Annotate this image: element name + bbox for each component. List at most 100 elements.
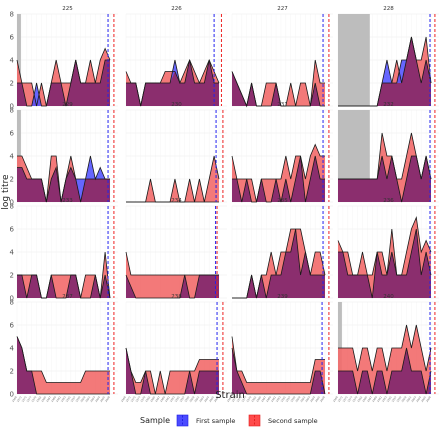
- x-tick-label: 1979: [245, 395, 252, 403]
- panel-strip-label: 226: [171, 6, 182, 12]
- first-sample-line: [17, 274, 111, 299]
- panel-240: 2401968197219751977197919821985198719891…: [332, 294, 439, 403]
- panel-strip-label: 227: [277, 6, 288, 12]
- shade-region: [17, 14, 21, 106]
- y-tick-label: 4: [10, 56, 15, 64]
- x-tick-label: 2004: [309, 395, 316, 403]
- x-tick-label: 1987: [366, 395, 373, 403]
- x-tick-label: 1995: [65, 395, 72, 403]
- x-tick-label: 1972: [16, 395, 23, 403]
- first-sample-line: [125, 347, 219, 395]
- panel-strip-label: 239: [277, 294, 288, 300]
- x-tick-label: 1992: [55, 395, 62, 403]
- second-sample-line: [338, 324, 432, 372]
- x-tick-label: 1997: [178, 395, 185, 403]
- x-tick-label: 1979: [30, 395, 37, 403]
- overlap-area: [232, 229, 325, 298]
- x-tick-label: 1999: [395, 395, 402, 403]
- x-tick-label: 1989: [265, 395, 272, 403]
- x-tick-label: 1975: [130, 395, 137, 403]
- panel-229: 229 0 2 4 6 8: [10, 102, 118, 206]
- y-tick-label: 2: [10, 271, 14, 279]
- second-sample-area: [232, 60, 325, 106]
- second-sample-area: [232, 336, 325, 394]
- y-tick-label: 4: [10, 152, 15, 160]
- x-tick-label: 2008: [213, 395, 220, 403]
- x-tick-label: 1993: [381, 395, 388, 403]
- x-tick-label: 1985: [361, 395, 368, 403]
- x-tick-label: 1992: [270, 395, 277, 403]
- panel-238: 2381968197219751977197919821985198719891…: [120, 294, 227, 403]
- x-tick-label: 1993: [169, 395, 176, 403]
- x-tick-label: 1968: [226, 395, 233, 403]
- first-sample-line: [17, 59, 110, 107]
- second-sample-line: [125, 347, 219, 395]
- panel-strip-label: 237: [62, 294, 73, 300]
- x-tick-label: 1985: [255, 395, 262, 403]
- second-sample-line: [16, 47, 111, 107]
- x-tick-label: 2004: [415, 395, 422, 403]
- x-tick-label: 1995: [386, 395, 393, 403]
- panel-strip-label: 231: [277, 102, 288, 108]
- x-axis-title: Strain: [215, 390, 245, 401]
- x-tick-label: 2002: [193, 395, 200, 403]
- panel-228: 228: [337, 6, 439, 107]
- first-sample-line: [232, 228, 325, 299]
- first-sample-line: [125, 274, 219, 299]
- panel-230: 230: [125, 102, 227, 203]
- first-sample-line: [338, 36, 432, 107]
- panel-227: 227: [231, 6, 333, 108]
- y-tick-label: 6: [10, 33, 15, 41]
- x-tick-label: 1975: [21, 395, 28, 403]
- panel-strip-label: 232: [383, 102, 394, 108]
- y-tick-label: 0: [10, 390, 14, 398]
- x-tick-label: 2004: [94, 395, 101, 403]
- x-tick-label: 2000: [79, 395, 86, 403]
- panel-233: 233 0 2 4 6 8: [10, 198, 118, 302]
- x-tick-label: 1997: [69, 395, 76, 403]
- overlap-area: [126, 275, 219, 298]
- second-sample-line: [231, 336, 325, 383]
- x-tick-label: 1999: [183, 395, 190, 403]
- shade-region: [338, 14, 370, 106]
- x-tick-label: 1995: [280, 395, 287, 403]
- panel-strip-label: 228: [383, 6, 394, 12]
- x-tick-label: 1977: [240, 395, 247, 403]
- second-sample-area: [17, 336, 110, 394]
- x-tick-label: 2003: [198, 395, 205, 403]
- legend-title: Sample: [140, 416, 170, 425]
- panel-strip-label: 238: [171, 294, 182, 300]
- x-tick-label: 1982: [250, 395, 257, 403]
- y-tick-label: 4: [10, 248, 15, 256]
- x-tick-label: 1982: [35, 395, 42, 403]
- x-tick-label: 2002: [405, 395, 412, 403]
- x-tick-label: 2005: [208, 395, 215, 403]
- x-tick-label: 2005: [314, 395, 321, 403]
- legend: Sample First sample Second sample: [140, 414, 318, 427]
- y-tick-label: 2: [10, 175, 14, 183]
- panel-strip-label: 235: [277, 198, 288, 204]
- x-tick-label: 1997: [284, 395, 291, 403]
- panel-strip-label: 230: [171, 102, 182, 108]
- x-tick-label: 2005: [99, 395, 106, 403]
- first-sample-line: [338, 347, 432, 395]
- panel-231: 231: [231, 102, 333, 203]
- panel-234: 234: [125, 198, 227, 299]
- x-tick-label: 2000: [400, 395, 407, 403]
- x-tick-label: 1997: [390, 395, 397, 403]
- y-axis-title: log titre: [1, 174, 11, 210]
- first-sample-line: [17, 155, 110, 203]
- panel-237: 237 0 2 4 6 8 19681972197519771979198219851987…: [10, 294, 118, 403]
- x-tick-label: 1985: [40, 395, 47, 403]
- overlap-area: [17, 60, 110, 106]
- x-tick-label: 2003: [304, 395, 311, 403]
- x-tick-label: 1968: [120, 395, 127, 403]
- x-tick-label: 1987: [45, 395, 52, 403]
- y-tick-label: 6: [10, 129, 15, 137]
- x-tick-label: 1982: [356, 395, 363, 403]
- first-sample-line: [338, 155, 432, 203]
- x-tick-label: 1979: [351, 395, 358, 403]
- x-tick-label: 1999: [289, 395, 296, 403]
- panel-strip-label: 225: [62, 6, 73, 12]
